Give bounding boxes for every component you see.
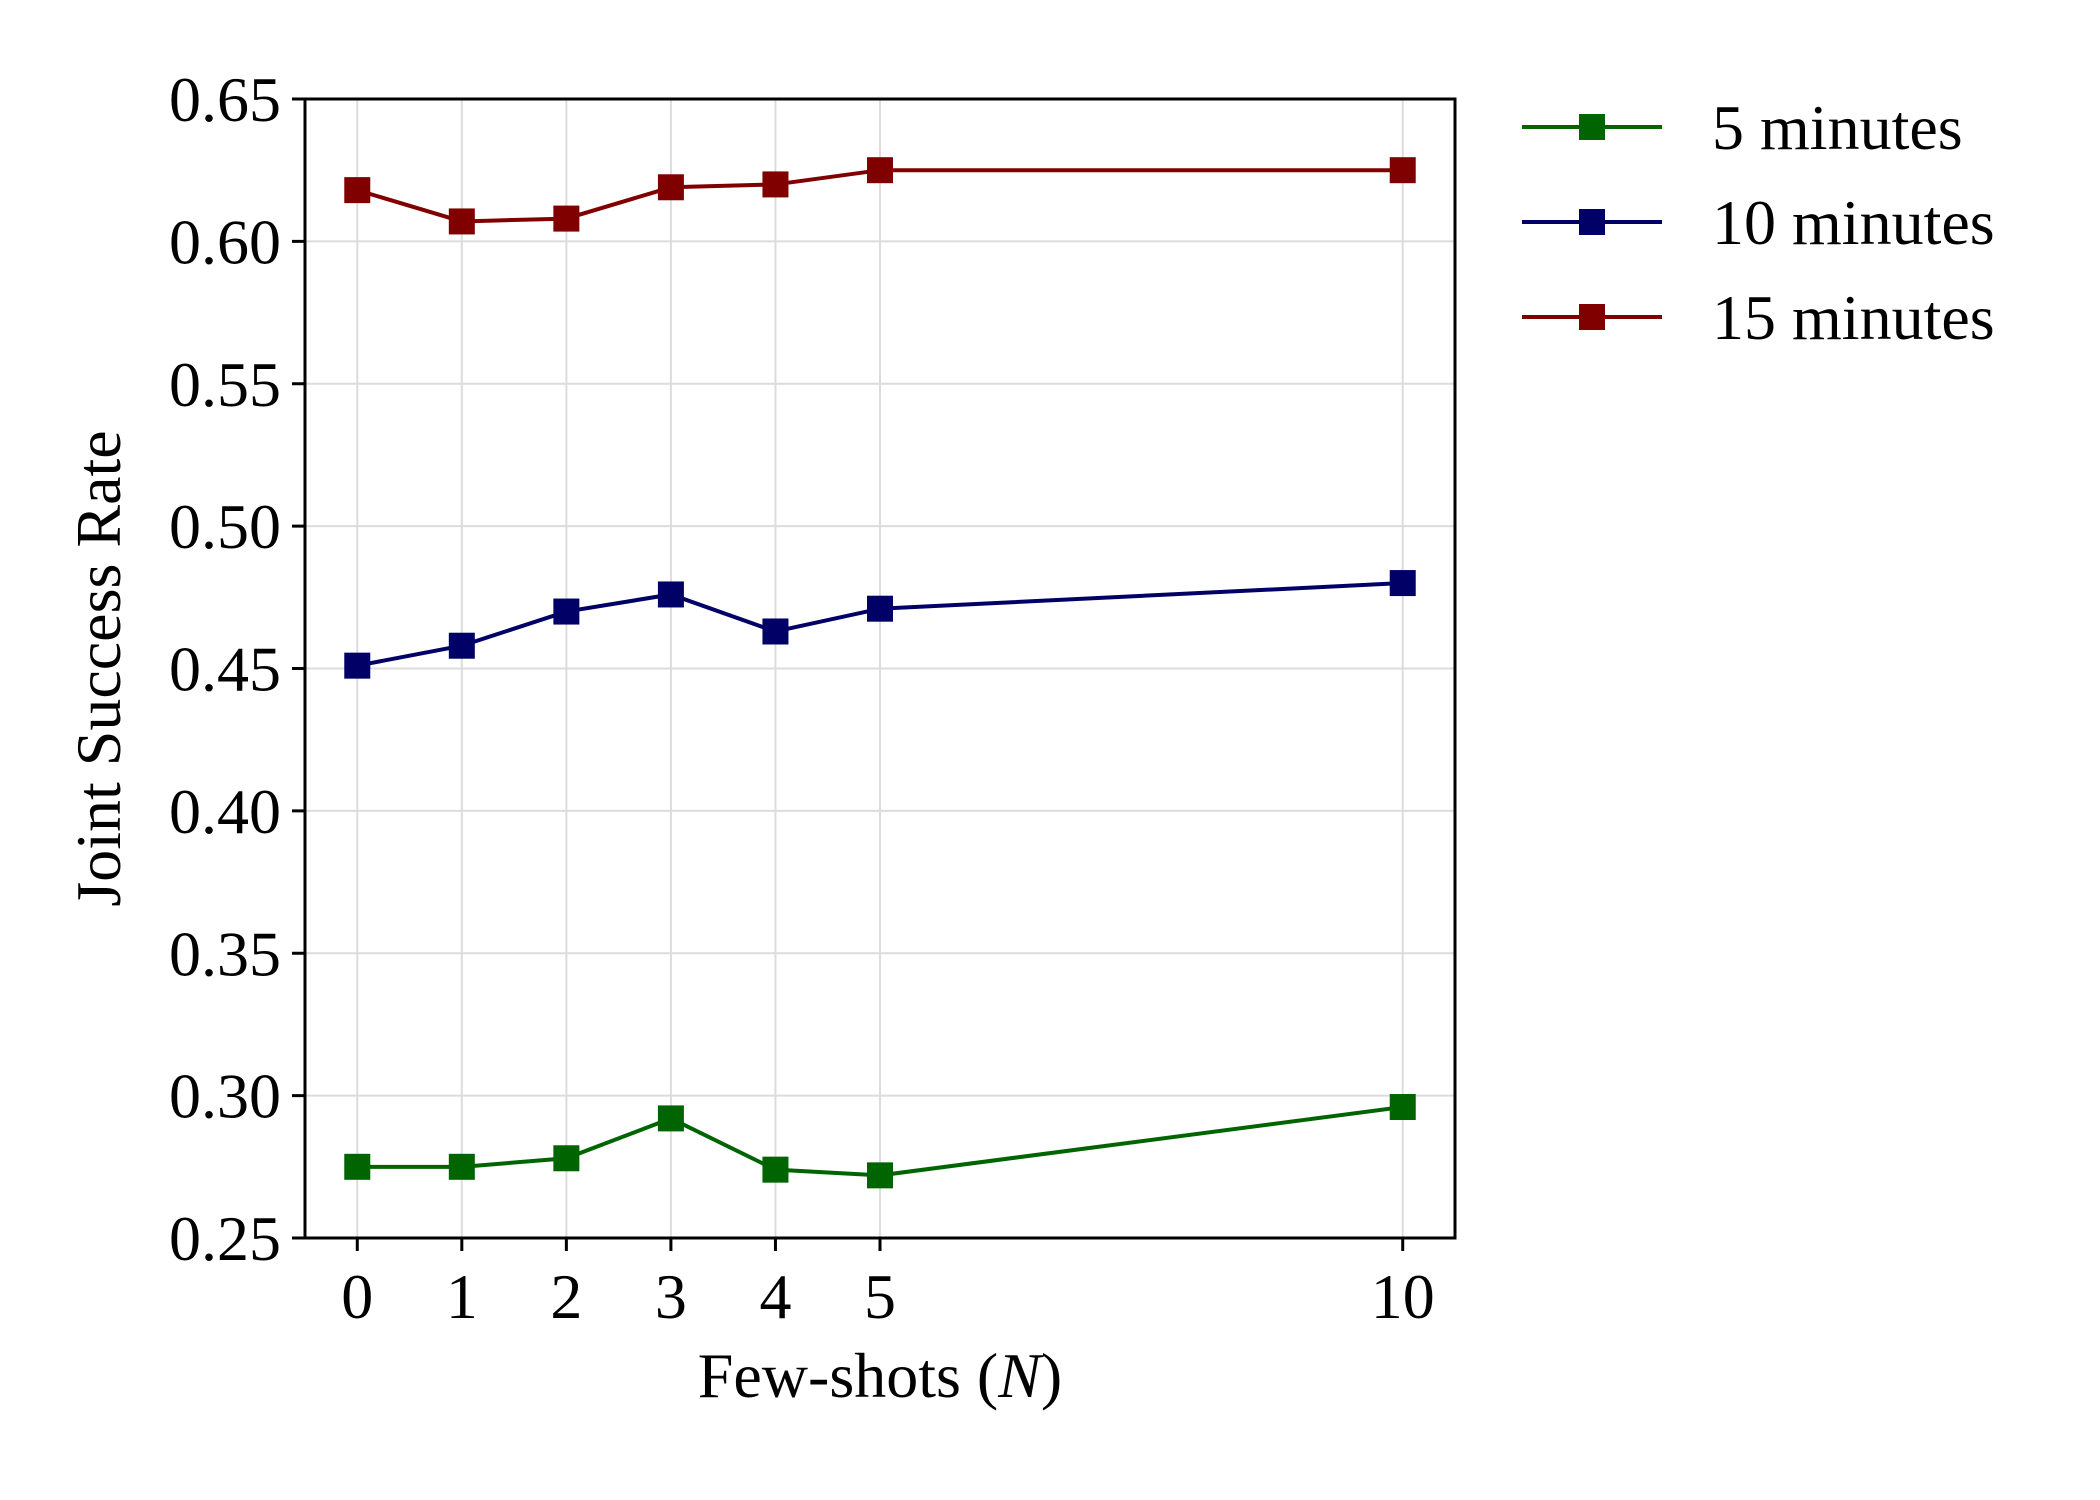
data-point	[448, 632, 475, 659]
grid	[305, 98, 1455, 1239]
x-tick-label: 0	[341, 1261, 373, 1332]
legend-item: 15 minutes	[1522, 282, 1995, 353]
legend-marker	[1579, 114, 1605, 140]
legend-label: 15 minutes	[1712, 282, 1995, 353]
data-point	[448, 208, 475, 235]
data-point	[657, 174, 684, 201]
data-point	[553, 1145, 580, 1172]
series-1	[344, 1094, 1416, 1189]
data-point	[1389, 570, 1416, 597]
y-tick-label: 0.30	[169, 1061, 281, 1132]
x-tick-label: 4	[759, 1261, 791, 1332]
legend-label: 5 minutes	[1712, 92, 1963, 163]
data-point	[657, 581, 684, 608]
data-point	[867, 1162, 893, 1189]
y-tick-label: 0.40	[169, 776, 281, 847]
data-point	[553, 205, 580, 232]
y-tick-label: 0.60	[169, 206, 281, 277]
data-point	[1389, 1094, 1416, 1121]
data-point	[867, 157, 893, 184]
y-tick-label: 0.45	[169, 634, 281, 705]
legend: 5 minutes 10 minutes 15 minutes	[1522, 92, 1995, 353]
y-axis: 0.25 0.30 0.35 0.40 0.45 0.50 0.55 0.60 0.65	[169, 64, 305, 1274]
x-tick-label: 5	[864, 1261, 896, 1332]
x-axis: 0 1 2 3 4 5 10	[341, 1238, 1435, 1332]
y-tick-label: 0.50	[169, 491, 281, 562]
data-point	[344, 177, 371, 204]
data-point	[344, 1153, 371, 1180]
data-point	[867, 595, 893, 622]
data-point	[553, 598, 580, 625]
data-point	[762, 171, 789, 198]
series-3	[344, 157, 1416, 235]
data-point	[448, 1153, 475, 1180]
legend-marker	[1579, 209, 1605, 235]
legend-item: 10 minutes	[1522, 187, 1995, 258]
data-point	[657, 1105, 684, 1132]
series-layer	[344, 157, 1416, 1189]
x-axis-title: Few-shots (N)	[698, 1340, 1062, 1411]
data-point	[762, 1156, 789, 1183]
data-point	[1389, 157, 1416, 184]
series-2	[344, 570, 1416, 679]
y-tick-label: 0.25	[169, 1203, 281, 1274]
x-tick-label: 3	[655, 1261, 687, 1332]
legend-marker	[1579, 304, 1605, 330]
y-tick-label: 0.35	[169, 918, 281, 989]
y-axis-title: Joint Success Rate	[63, 430, 134, 906]
y-tick-label: 0.55	[169, 349, 281, 420]
legend-item: 5 minutes	[1522, 92, 1963, 163]
x-tick-label: 10	[1371, 1261, 1435, 1332]
data-point	[762, 618, 789, 645]
data-point	[344, 652, 371, 679]
y-tick-label: 0.65	[169, 64, 281, 135]
x-tick-label: 2	[550, 1261, 582, 1332]
x-tick-label: 1	[446, 1261, 478, 1332]
legend-label: 10 minutes	[1712, 187, 1995, 258]
